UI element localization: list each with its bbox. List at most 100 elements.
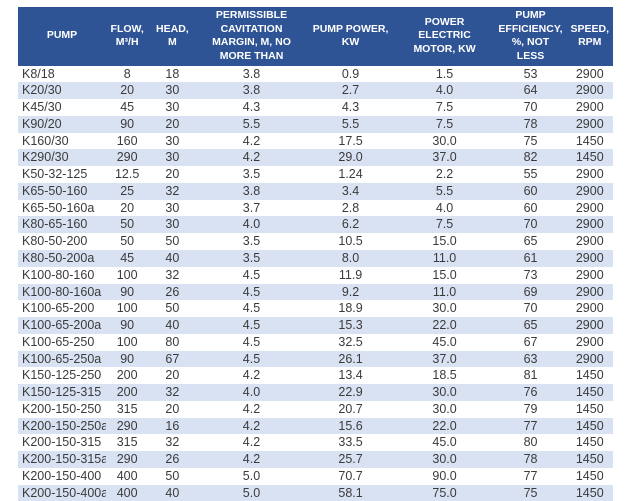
value-cell: 1450 (575, 435, 604, 450)
value-cell: 25 (120, 183, 135, 198)
value-cell: 8.0 (341, 250, 360, 265)
value-cell: 30 (165, 217, 180, 232)
value-cell: 8 (123, 66, 131, 81)
value-cell: 9.2 (341, 284, 360, 299)
table-row: K100-80-160a 90 26 4.5 9.2 11.0 69 2900 (18, 283, 613, 301)
value-cell: 4.0 (435, 200, 454, 215)
value-cell: 7.5 (435, 217, 454, 232)
value-cell: 77 (523, 468, 538, 483)
pump-name-cell: K80-50-200 (22, 234, 88, 249)
table-row: K65-50-160a 20 30 3.7 2.8 4.0 60 2900 (18, 199, 613, 217)
value-cell: 90.0 (432, 468, 457, 483)
table-row: K80-50-200 50 50 3.5 10.5 15.0 65 2900 (18, 233, 613, 250)
value-cell: 2900 (575, 200, 604, 215)
value-cell: 58.1 (338, 485, 363, 500)
value-cell: 5.5 (341, 116, 360, 131)
value-cell: 67 (523, 334, 538, 349)
value-cell: 45.0 (432, 334, 457, 349)
pump-name-cell: K290/30 (22, 150, 69, 165)
value-cell: 30 (165, 83, 180, 98)
value-cell: 29.0 (338, 150, 363, 165)
value-cell: 22.0 (432, 318, 457, 333)
value-cell: 32 (165, 435, 180, 450)
pump-name-cell: K80-65-160 (22, 217, 88, 232)
value-cell: 4.0 (242, 217, 261, 232)
value-cell: 45 (120, 100, 135, 115)
value-cell: 2900 (575, 351, 604, 366)
value-cell: 30 (165, 100, 180, 115)
header-row: PUMP FLOW, M³/H HEAD, M PERMISSIBLE CAVITAT… (18, 7, 613, 66)
value-cell: 40 (165, 485, 180, 500)
table-row: K100-65-250a 90 67 4.5 26.1 37.0 63 2900 (18, 350, 613, 368)
value-cell: 32 (165, 267, 180, 282)
value-cell: 45 (120, 250, 135, 265)
value-cell: 2900 (575, 100, 604, 115)
value-cell: 77 (523, 418, 538, 433)
value-cell: 30.0 (432, 301, 457, 316)
value-cell: 45.0 (432, 435, 457, 450)
pump-name-cell: K150-125-250 (22, 368, 102, 383)
value-cell: 100 (116, 334, 138, 349)
pump-specifications-table: PUMP FLOW, M³/H HEAD, M PERMISSIBLE CAVITAT… (18, 7, 613, 501)
value-cell: 4.3 (341, 100, 360, 115)
value-cell: 2900 (575, 334, 604, 349)
value-cell: 5.0 (242, 485, 261, 500)
value-cell: 30.0 (432, 401, 457, 416)
value-cell: 5.5 (435, 183, 454, 198)
value-cell: 1450 (575, 368, 604, 383)
value-cell: 25.7 (338, 452, 363, 467)
pump-name-cell: K8/18 (22, 66, 55, 81)
value-cell: 70 (523, 217, 538, 232)
value-cell: 78 (523, 116, 538, 131)
value-cell: 37.0 (432, 150, 457, 165)
pump-name-cell: K200-150-250 (22, 401, 102, 416)
value-cell: 1450 (575, 401, 604, 416)
value-cell: 30.0 (432, 133, 457, 148)
pump-name-cell: K90/20 (22, 116, 62, 131)
value-cell: 2900 (575, 267, 604, 282)
value-cell: 10.5 (338, 234, 363, 249)
value-cell: 1450 (575, 452, 604, 467)
pump-name-cell: K200-150-315 (22, 435, 102, 450)
value-cell: 290 (116, 418, 138, 433)
value-cell: 4.2 (242, 418, 261, 433)
table-row: K200-150-400a 400 40 5.0 58.1 75.0 75 1450 (18, 484, 613, 501)
value-cell: 3.4 (341, 183, 360, 198)
value-cell: 22.0 (432, 418, 457, 433)
pump-name-cell: K100-65-200a (22, 318, 102, 333)
value-cell: 3.7 (242, 200, 261, 215)
column-header-efficiency: PUMP EFFICIENCY, %, NOT LESS (494, 7, 567, 66)
value-cell: 50 (165, 301, 180, 316)
value-cell: 400 (116, 485, 138, 500)
value-cell: 75.0 (432, 485, 457, 500)
value-cell: 73 (523, 267, 538, 282)
column-header-pump-power: PUMP POWER, KW (306, 7, 395, 66)
value-cell: 20 (165, 116, 180, 131)
value-cell: 4.3 (242, 100, 261, 115)
value-cell: 2900 (575, 167, 604, 182)
value-cell: 82 (523, 150, 538, 165)
table-row: K100-65-200 100 50 4.5 18.9 30.0 70 2900 (18, 300, 613, 318)
value-cell: 3.8 (242, 183, 261, 198)
value-cell: 3.5 (242, 167, 261, 182)
table-row: K200-150-250a 290 16 4.2 15.6 22.0 77 1450 (18, 417, 613, 435)
column-header-head: HEAD, M (148, 7, 197, 66)
pump-name-cell: K65-50-160 (22, 183, 88, 198)
value-cell: 30.0 (432, 385, 457, 400)
value-cell: 2.8 (341, 200, 360, 215)
value-cell: 1450 (575, 133, 604, 148)
value-cell: 20 (165, 167, 180, 182)
table-row: K90/20 90 20 5.5 5.5 7.5 78 2900 (18, 115, 613, 133)
value-cell: 15.0 (432, 267, 457, 282)
value-cell: 53 (523, 66, 538, 81)
value-cell: 30 (165, 200, 180, 215)
value-cell: 20 (120, 200, 135, 215)
table-row: K290/30 290 30 4.2 29.0 37.0 82 1450 (18, 149, 613, 167)
column-header-cavitation-margin: PERMISSIBLE CAVITATION MARGIN, M, NO MOR… (196, 7, 307, 66)
table-row: K150-125-250 200 20 4.2 13.4 18.5 81 1450 (18, 367, 613, 385)
value-cell: 20.7 (338, 401, 363, 416)
table-row: K200-150-400 400 50 5.0 70.7 90.0 77 1450 (18, 467, 613, 485)
value-cell: 81 (523, 368, 538, 383)
value-cell: 2900 (575, 318, 604, 333)
pump-name-cell: K100-65-200 (22, 301, 95, 316)
